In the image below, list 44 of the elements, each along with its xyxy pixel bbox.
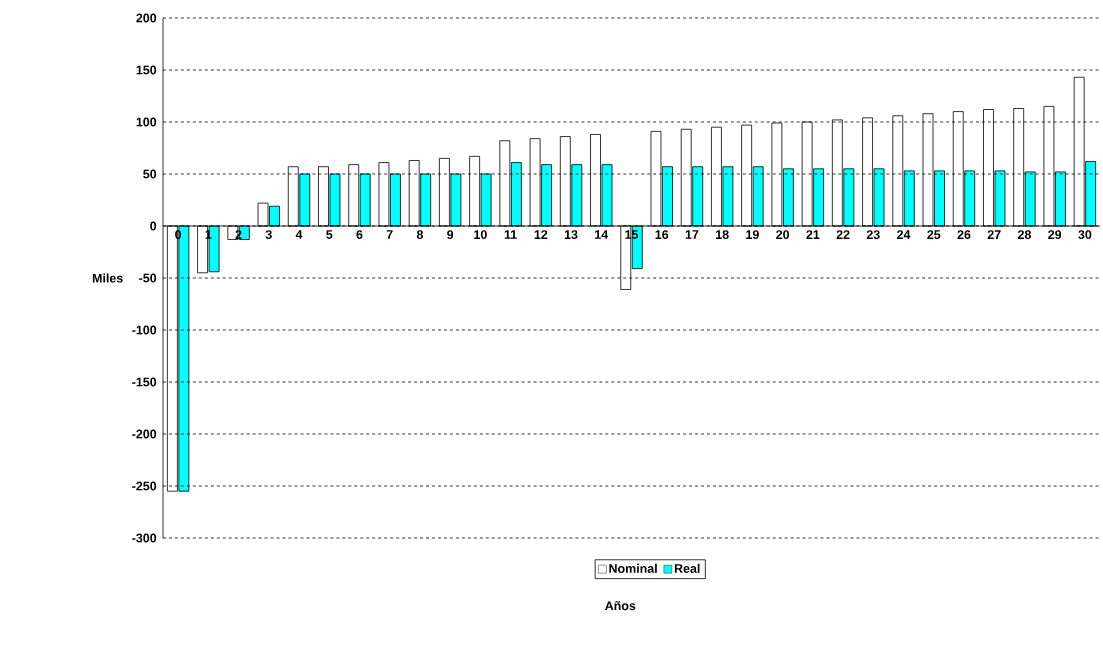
x-tick-label: 17 bbox=[685, 230, 699, 239]
x-tick-label: 13 bbox=[564, 230, 578, 240]
x-tick-label: 26 bbox=[957, 230, 971, 240]
x-tick-label: 11 bbox=[504, 230, 517, 239]
x-tick-label: 16 bbox=[655, 230, 669, 240]
x-tick-label: 3 bbox=[265, 230, 272, 240]
x-tick-label: 27 bbox=[987, 230, 1001, 239]
x-tick-label: 7 bbox=[386, 230, 393, 239]
x-tick-label: 22 bbox=[836, 230, 850, 239]
x-tick-label: 14 bbox=[595, 230, 609, 239]
x-tick-label: 0 bbox=[175, 230, 182, 240]
x-tick-label: 8 bbox=[416, 230, 424, 240]
y-tick-label: -300 bbox=[132, 533, 157, 543]
legend-label: Real bbox=[674, 563, 700, 573]
y-tick-label: 200 bbox=[136, 13, 157, 23]
y-tick-label: 150 bbox=[136, 65, 157, 75]
x-tick-label: 15 bbox=[625, 230, 639, 239]
x-tick-label: 10 bbox=[474, 230, 487, 240]
y-tick-label: 0 bbox=[150, 221, 157, 231]
x-tick-label: 5 bbox=[326, 230, 333, 239]
x-tick-label: 12 bbox=[534, 230, 548, 239]
x-tick-label: 9 bbox=[447, 230, 454, 240]
x-tick-label: 4 bbox=[295, 230, 303, 239]
x-tick-label: 29 bbox=[1048, 230, 1062, 240]
x-tick-label: 6 bbox=[356, 230, 363, 240]
y-tick-label: -150 bbox=[132, 377, 157, 387]
y-tick-label: 50 bbox=[143, 169, 157, 179]
y-tick-label: -50 bbox=[139, 273, 157, 283]
y-tick-label: -250 bbox=[132, 481, 157, 491]
x-tick-label: 30 bbox=[1078, 230, 1092, 240]
y-axis-title: Miles bbox=[92, 273, 123, 283]
x-tick-label: 23 bbox=[866, 230, 880, 240]
x-tick-label: 28 bbox=[1017, 230, 1031, 240]
y-tick-label: -100 bbox=[132, 325, 157, 335]
x-axis-title: Años bbox=[605, 601, 636, 611]
y-tick-label: 100 bbox=[136, 117, 157, 127]
x-tick-label: 24 bbox=[897, 230, 911, 239]
legend-label: Nominal bbox=[609, 563, 657, 573]
x-tick-label: 21 bbox=[806, 230, 820, 239]
x-tick-label: 18 bbox=[716, 230, 729, 240]
y-tick-label: -200 bbox=[132, 429, 157, 439]
x-tick-label: 25 bbox=[927, 230, 941, 240]
x-tick-label: 19 bbox=[746, 230, 759, 240]
x-tick-label: 20 bbox=[776, 230, 790, 240]
